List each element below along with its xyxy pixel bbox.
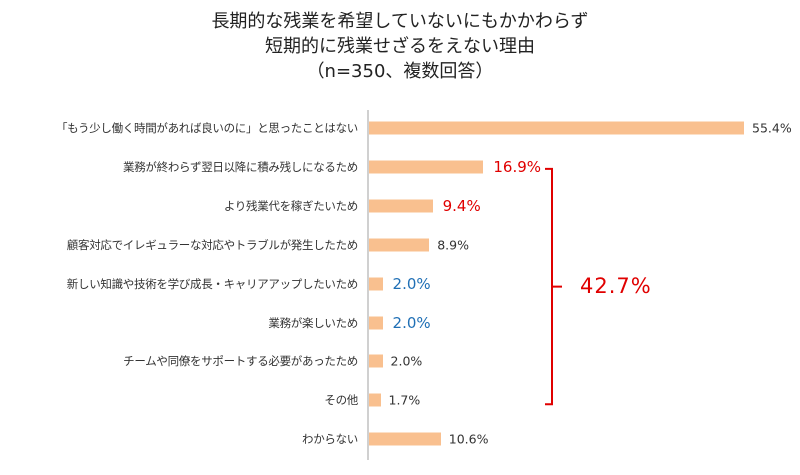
bar — [369, 432, 441, 446]
chart-title-line-2: 短期的に残業せざるをえない理由 — [265, 36, 535, 57]
data-label: 16.9% — [493, 157, 542, 176]
bracket-total-label: 42.7% — [580, 274, 652, 298]
data-label: 9.4% — [442, 196, 481, 215]
bar — [369, 238, 430, 252]
category-label: チームや同僚をサポートする必要があったため — [123, 354, 358, 369]
data-label: 10.6% — [448, 431, 489, 447]
bar — [369, 277, 383, 291]
category-label: 業務が終わらず翌日以降に積み残しになるため — [123, 159, 358, 174]
category-label: 業務が楽しいため — [268, 315, 358, 330]
bar — [369, 199, 433, 213]
data-label: 8.9% — [437, 237, 469, 253]
category-label: わからない — [302, 432, 358, 447]
bar — [369, 354, 383, 368]
bar — [369, 160, 484, 174]
chart-title-line-1: 長期的な残業を希望していないにもかかわらず — [211, 11, 589, 32]
category-label: 「もう少し働く時間があれば良いのに」と思ったことはない — [55, 121, 358, 135]
category-label: 顧客対応でイレギュラーな対応やトラブルが発生したため — [66, 237, 359, 252]
bar — [369, 121, 744, 135]
data-label: 2.0% — [392, 274, 431, 293]
category-label: 新しい知識や技術を学び成長・キャリアアップしたいため — [66, 276, 359, 291]
data-label: 55.4% — [752, 120, 792, 136]
data-label: 2.0% — [390, 353, 423, 369]
category-label: その他 — [324, 393, 358, 408]
chart-subtitle: （n=350、複数回答） — [306, 61, 494, 82]
category-label: より残業代を稼ぎたいため — [223, 198, 358, 213]
y-axis-line — [367, 110, 369, 460]
bar — [369, 393, 381, 407]
bar — [369, 316, 383, 329]
data-label: 2.0% — [392, 313, 431, 332]
data-label: 1.7% — [388, 392, 421, 408]
bracket-line — [545, 167, 562, 406]
